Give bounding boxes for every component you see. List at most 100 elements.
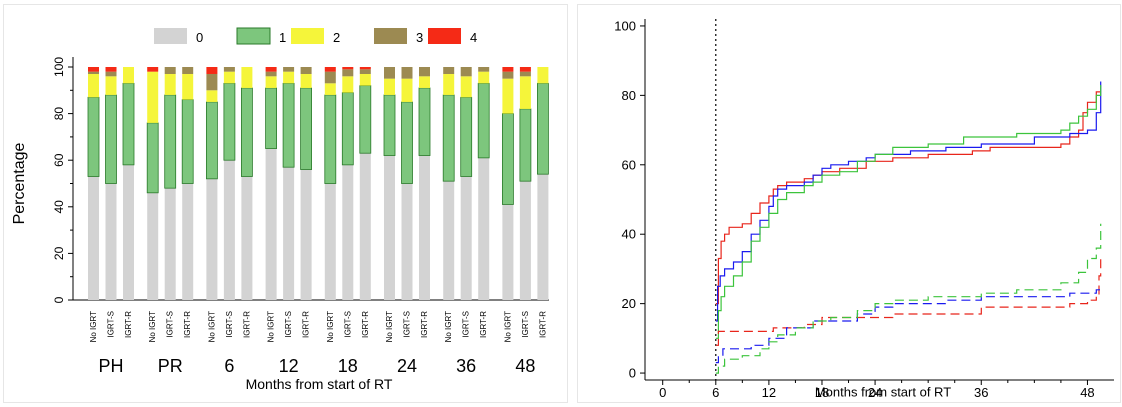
- bar-label: IGRT-S: [343, 311, 352, 338]
- bar-segment-0: [537, 174, 549, 300]
- bar-segment-3: [324, 71, 336, 84]
- bar-segment-1: [164, 94, 177, 189]
- x-tick-label: 0: [659, 385, 666, 400]
- left-chart-panel: 0 1 2 3 4 0 20 40 60 80 100 Percentage No IGRT IGRT-S…: [3, 4, 568, 403]
- bar-segment-3: [359, 69, 371, 74]
- y-tick-label: 100: [52, 57, 66, 77]
- bar-label: IGRT-S: [462, 311, 471, 338]
- bar-label: No IGRT: [148, 311, 157, 343]
- bar-label: No IGRT: [267, 311, 276, 343]
- bar-segment-3: [519, 71, 531, 77]
- bar-segment-1: [442, 94, 455, 182]
- bar-label: No IGRT: [503, 311, 512, 343]
- bar-segment-0: [401, 183, 413, 300]
- bar-segment-0: [342, 164, 354, 300]
- bar-segment-3: [342, 69, 354, 77]
- x-tick-label: 12: [762, 385, 776, 400]
- bar-segment-0: [478, 157, 490, 300]
- bar-segment-1: [341, 92, 354, 166]
- bar-label: No IGRT: [89, 311, 98, 343]
- bar-segment-1: [282, 82, 295, 168]
- dashed-series-line-3: [715, 258, 1102, 346]
- bar-segment-1: [205, 101, 218, 180]
- bar-label: No IGRT: [385, 311, 394, 343]
- group-label: PR: [158, 356, 183, 376]
- bar-label: No IGRT: [326, 311, 335, 343]
- bar-segment-3: [206, 73, 218, 91]
- group-label: 48: [515, 356, 535, 376]
- y-tick-label: 100: [614, 18, 636, 33]
- bar-label: IGRT-S: [107, 311, 116, 338]
- bar-segment-4: [342, 67, 354, 70]
- bar-label: IGRT-R: [242, 311, 251, 338]
- bar-segment-2: [164, 73, 176, 95]
- bar-segment-1: [265, 87, 278, 149]
- bar-segment-2: [419, 76, 430, 88]
- bar-group-24: No IGRT IGRT-S IGRT-R 24: [383, 67, 431, 376]
- legend-label-4: 4: [470, 30, 477, 45]
- dashed-series-line-4: [715, 289, 1101, 364]
- bar-segment-0: [283, 167, 295, 300]
- bar-segment-2: [265, 76, 277, 88]
- bar-segment-2: [359, 73, 371, 86]
- bar-segment-2: [182, 73, 194, 100]
- bar-segment-0: [182, 183, 194, 300]
- bar-segment-4: [88, 67, 99, 72]
- bar-group-PH: No IGRT IGRT-S IGRT-R PH: [87, 67, 135, 376]
- right-chart-panel: 0 20 40 60 80 100 0 6 12 18 24 36 48 Months from star…: [577, 4, 1121, 403]
- bar-group-6: No IGRT IGRT-S IGRT-R 6: [205, 67, 253, 376]
- step-line-chart: 0 20 40 60 80 100 0 6 12 18 24 36 48 Months from star…: [614, 18, 1114, 400]
- y-tick-label: 80: [52, 107, 66, 121]
- bar-label: IGRT-R: [420, 311, 429, 338]
- bar-segment-2: [223, 71, 235, 84]
- bar-segment-0: [419, 155, 430, 300]
- bar-segment-1: [240, 87, 253, 177]
- bar-segment-0: [147, 192, 159, 300]
- legend-label-2: 2: [333, 30, 340, 45]
- x-axis-title: Months from start of RT: [815, 385, 951, 400]
- legend-label-1: 1: [279, 30, 286, 45]
- bar-segment-1: [401, 101, 413, 184]
- group-label: PH: [98, 356, 123, 376]
- bar-segment-0: [300, 169, 312, 300]
- bar-segment-3: [384, 67, 395, 79]
- bar-segment-3: [443, 67, 455, 74]
- group-label: 18: [338, 356, 358, 376]
- bar-segment-4: [105, 67, 117, 72]
- bar-segment-1: [146, 122, 159, 194]
- bar-segment-0: [88, 176, 99, 300]
- bar-segment-2: [460, 76, 472, 98]
- bar-segment-1: [501, 113, 514, 205]
- bar-segment-3: [401, 67, 413, 79]
- bar-segment-0: [359, 153, 371, 300]
- bar-segment-0: [206, 178, 218, 300]
- y-tick-label: 0: [52, 296, 66, 303]
- bar-segment-0: [105, 183, 117, 300]
- bar-label: IGRT-R: [538, 311, 547, 338]
- bar-segment-1: [181, 99, 194, 184]
- bar-segment-1: [537, 82, 549, 175]
- bar-segment-0: [123, 164, 134, 300]
- x-tick-label: 6: [712, 385, 719, 400]
- bar-segment-1: [105, 94, 117, 184]
- bar-segment-0: [460, 176, 472, 300]
- solid-series-line-2: [715, 85, 1102, 339]
- x-tick-label: 36: [974, 385, 988, 400]
- bar-segment-1: [223, 82, 236, 161]
- bar-segment-4: [206, 67, 218, 74]
- y-tick-label: 20: [52, 246, 66, 260]
- bar-segment-0: [519, 181, 531, 300]
- bar-segment-0: [241, 176, 253, 300]
- y-tick-label: 0: [629, 366, 636, 381]
- bar-segment-0: [443, 181, 455, 300]
- bar-segment-3: [478, 67, 490, 72]
- bar-segment-3: [265, 71, 277, 77]
- bar-segment-3: [300, 67, 312, 74]
- bar-label: IGRT-R: [124, 311, 133, 338]
- y-axis-title: Percentage: [11, 142, 28, 224]
- bar-segment-3: [223, 67, 235, 72]
- bar-segment-2: [401, 78, 413, 102]
- bar-segment-2: [537, 67, 549, 84]
- bar-segment-0: [502, 204, 514, 300]
- bar-segment-0: [223, 160, 235, 300]
